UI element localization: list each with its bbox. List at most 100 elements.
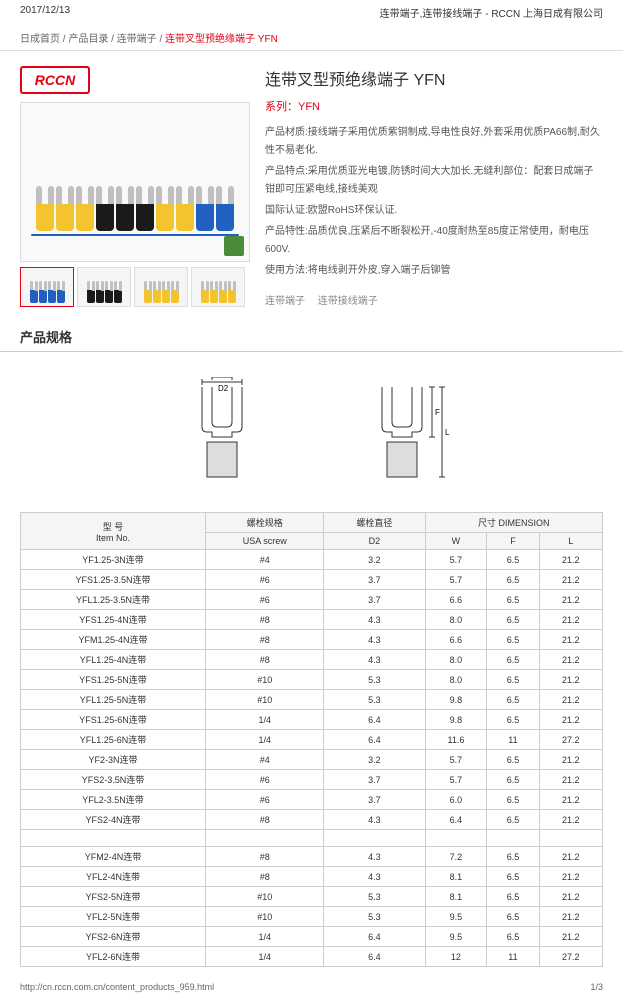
thumbnail[interactable] <box>191 267 245 307</box>
table-cell: #8 <box>206 810 324 830</box>
table-row: YFL2-4N连带#84.38.16.521.2 <box>21 867 603 887</box>
table-cell: #4 <box>206 750 324 770</box>
breadcrumb-item[interactable]: 产品目录 <box>68 34 108 45</box>
table-cell: 8.1 <box>425 867 487 887</box>
table-cell: 8.0 <box>425 650 487 670</box>
site-title: 连带端子,连带接线端子 - RCCN 上海日成有限公司 <box>380 5 603 20</box>
table-cell: 11 <box>487 947 539 967</box>
table-cell: 21.2 <box>539 690 602 710</box>
product-desc: 产品特点:采用优质亚光电镀,防锈时间大大加长.无缝利部位：配套日成端子钳即可压紧… <box>265 163 603 199</box>
table-cell: #8 <box>206 610 324 630</box>
table-cell: YFL1.25-6N连带 <box>21 730 206 750</box>
table-cell: YFM2-4N连带 <box>21 847 206 867</box>
table-cell: 9.8 <box>425 690 487 710</box>
table-cell: 6.0 <box>425 790 487 810</box>
table-cell: 6.5 <box>487 847 539 867</box>
table-row: YFS1.25-6N连带1/46.49.86.521.2 <box>21 710 603 730</box>
breadcrumb-item[interactable]: 日成首页 <box>20 34 60 45</box>
table-row: YFL2-6N连带1/46.4121127.2 <box>21 947 603 967</box>
table-cell: 4.3 <box>324 630 425 650</box>
table-cell: #6 <box>206 770 324 790</box>
spec-section-title: 产品规格 <box>0 317 623 352</box>
table-cell <box>425 830 487 847</box>
th-f: F <box>487 533 539 550</box>
table-cell: 4.3 <box>324 650 425 670</box>
table-row: YFS1.25-4N连带#84.38.06.521.2 <box>21 610 603 630</box>
table-cell: 4.3 <box>324 810 425 830</box>
table-cell: YFS2-4N连带 <box>21 810 206 830</box>
table-cell: 27.2 <box>539 947 602 967</box>
tag[interactable]: 连带端子 <box>265 296 305 307</box>
table-cell: 9.8 <box>425 710 487 730</box>
th-screw-en: USA screw <box>206 533 324 550</box>
table-cell: YFS1.25-6N连带 <box>21 710 206 730</box>
th-screw: 螺栓规格 <box>206 513 324 533</box>
table-cell: 11 <box>487 730 539 750</box>
table-cell: 6.5 <box>487 750 539 770</box>
table-row: YF1.25-3N连带#43.25.76.521.2 <box>21 550 603 570</box>
table-cell: 6.5 <box>487 710 539 730</box>
table-cell: #8 <box>206 630 324 650</box>
table-cell: 6.5 <box>487 630 539 650</box>
table-cell: #10 <box>206 907 324 927</box>
table-cell: 21.2 <box>539 887 602 907</box>
table-cell: 9.5 <box>425 927 487 947</box>
table-cell: 5.3 <box>324 670 425 690</box>
table-cell: 6.5 <box>487 770 539 790</box>
th-item: 型 号Item No. <box>21 513 206 550</box>
table-row: YFL1.25-5N连带#105.39.86.521.2 <box>21 690 603 710</box>
diagram-front: W D2 <box>162 377 282 497</box>
table-cell: 6.5 <box>487 550 539 570</box>
table-row: YFS2-3.5N连带#63.75.76.521.2 <box>21 770 603 790</box>
spec-diagrams: W D2 F L <box>0 362 623 512</box>
table-cell: YFL2-3.5N连带 <box>21 790 206 810</box>
th-w: W <box>425 533 487 550</box>
table-cell: 3.7 <box>324 770 425 790</box>
table-row: YFL1.25-4N连带#84.38.06.521.2 <box>21 650 603 670</box>
breadcrumb-item[interactable]: 连带端子 <box>117 34 157 45</box>
table-cell: 1/4 <box>206 947 324 967</box>
thumbnail[interactable] <box>20 267 74 307</box>
table-cell: YFS2-3.5N连带 <box>21 770 206 790</box>
table-cell: YFS1.25-3.5N连带 <box>21 570 206 590</box>
table-row: YFL1.25-6N连带1/46.411.61127.2 <box>21 730 603 750</box>
table-row: YFS1.25-3.5N连带#63.75.76.521.2 <box>21 570 603 590</box>
table-cell: 6.5 <box>487 570 539 590</box>
brand-logo: RCCN <box>20 66 90 94</box>
table-cell <box>487 830 539 847</box>
table-cell: #10 <box>206 670 324 690</box>
table-cell: YF2-3N连带 <box>21 750 206 770</box>
table-cell: 4.3 <box>324 847 425 867</box>
table-cell: #8 <box>206 867 324 887</box>
table-cell: 3.7 <box>324 590 425 610</box>
product-desc: 产品材质:接线端子采用优质紫铜制成,导电性良好,外套采用优质PA66制,耐久性不… <box>265 124 603 160</box>
table-cell: 21.2 <box>539 927 602 947</box>
table-cell: #6 <box>206 790 324 810</box>
table-row: YFL2-5N连带#105.39.56.521.2 <box>21 907 603 927</box>
table-cell: 21.2 <box>539 907 602 927</box>
table-row: YFM1.25-4N连带#84.36.66.521.2 <box>21 630 603 650</box>
eco-badge-icon <box>224 236 244 256</box>
table-cell: 12 <box>425 947 487 967</box>
svg-text:D2: D2 <box>218 384 229 393</box>
thumbnail-row <box>20 267 250 307</box>
product-series: 系列：YFN <box>265 98 603 114</box>
thumbnail[interactable] <box>134 267 188 307</box>
footer-page: 1/3 <box>590 982 603 992</box>
table-row: YFS1.25-5N连带#105.38.06.521.2 <box>21 670 603 690</box>
table-cell: 21.2 <box>539 650 602 670</box>
date: 2017/12/13 <box>20 5 70 20</box>
table-cell: 3.2 <box>324 750 425 770</box>
tag[interactable]: 连带接线端子 <box>318 296 378 307</box>
table-cell: 21.2 <box>539 590 602 610</box>
table-cell: 1/4 <box>206 730 324 750</box>
table-cell: 21.2 <box>539 670 602 690</box>
table-cell: 6.5 <box>487 907 539 927</box>
table-cell: YFL2-5N连带 <box>21 907 206 927</box>
table-cell: #6 <box>206 570 324 590</box>
diagram-side: F L <box>342 377 462 497</box>
table-cell: 5.7 <box>425 570 487 590</box>
thumbnail[interactable] <box>77 267 131 307</box>
table-cell: 1/4 <box>206 927 324 947</box>
table-cell: 4.3 <box>324 867 425 887</box>
